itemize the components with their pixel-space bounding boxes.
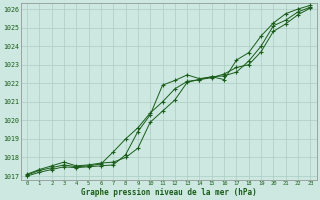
X-axis label: Graphe pression niveau de la mer (hPa): Graphe pression niveau de la mer (hPa) bbox=[81, 188, 257, 197]
